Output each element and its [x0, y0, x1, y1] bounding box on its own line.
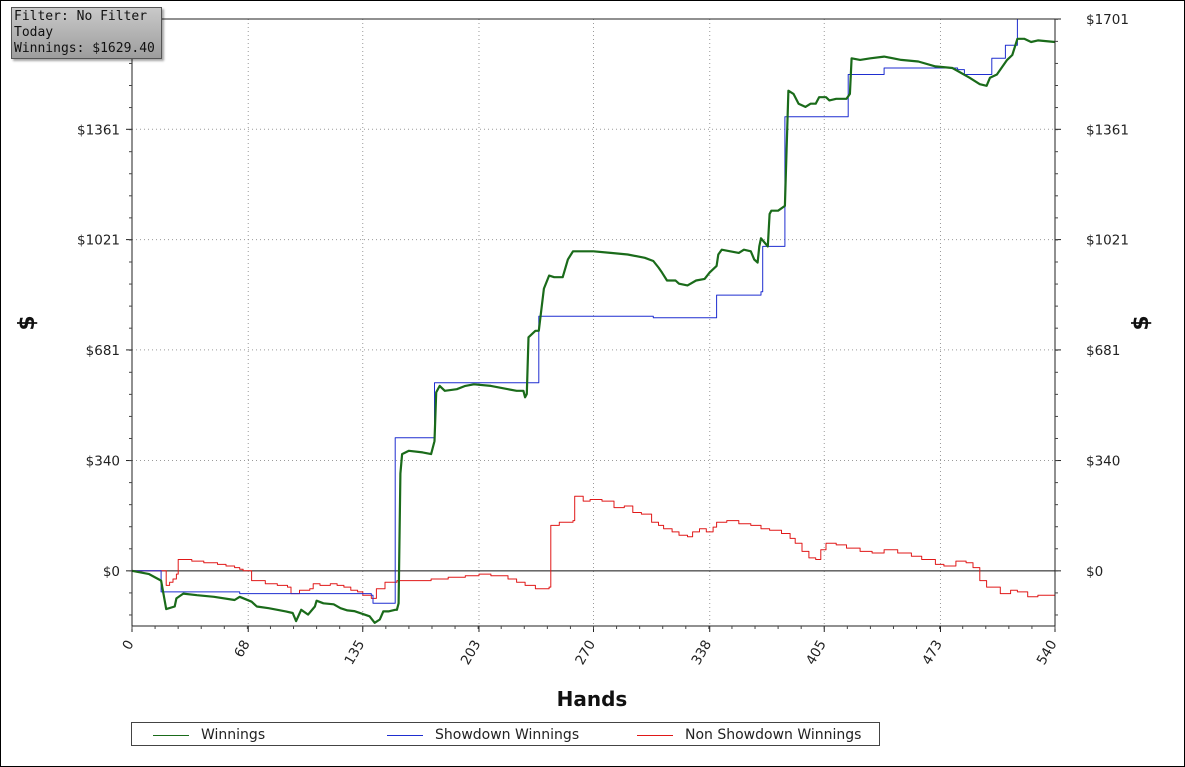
x-tick-label: 68	[231, 637, 253, 660]
y-tick-label-right: $340	[1086, 454, 1120, 470]
period-label: Today	[14, 25, 54, 40]
x-tick-label: 270	[572, 637, 599, 667]
plot-frame	[131, 18, 1056, 627]
x-tick-label: 203	[458, 637, 485, 667]
x-tick-label: 0	[119, 637, 137, 652]
legend-label-winnings: Winnings	[201, 727, 266, 743]
total-winnings-label: Winnings: $1629.40	[14, 41, 155, 56]
y-tick-label-right: $1701	[1086, 12, 1129, 28]
series-line-showdown-winnings	[132, 19, 1018, 604]
y-tick-label-left: $1361	[77, 122, 120, 138]
grid	[132, 18, 1055, 626]
x-axis-title: Hands	[557, 687, 628, 711]
filter-label: Filter: No Filter	[14, 9, 148, 24]
x-tick-label: 338	[688, 637, 715, 667]
y-tick-label-right: $0	[1086, 564, 1103, 580]
legend-item-non-showdown: Non Showdown Winnings	[637, 726, 861, 744]
legend-swatch-showdown	[387, 734, 423, 736]
y-tick-label-right: $1021	[1086, 233, 1129, 249]
plot-series	[131, 19, 1056, 624]
axes: $0 $0 $340 $340 $681 $681 $1021 $1021 $1361 $1361…	[77, 12, 1129, 668]
legend-swatch-winnings	[153, 734, 189, 736]
y-tick-label-right: $681	[1086, 343, 1120, 359]
y-axis-title-left: $	[15, 315, 40, 330]
x-tick-label: 405	[803, 637, 830, 667]
legend-item-winnings: Winnings	[153, 726, 265, 744]
legend-item-showdown: Showdown Winnings	[387, 726, 579, 744]
chart-legend: Winnings Showdown Winnings Non Showdown …	[131, 722, 880, 746]
series-line-non-showdown-winnings	[132, 495, 1056, 599]
x-tick-label: 135	[341, 637, 368, 667]
y-tick-label-left: $1021	[77, 233, 120, 249]
y-tick-label-left: $681	[86, 343, 120, 359]
y-tick-label-right: $1361	[1086, 122, 1129, 138]
legend-swatch-non-showdown	[637, 734, 673, 736]
y-tick-label-left: $340	[86, 454, 120, 470]
y-axis-title-right: $	[1129, 315, 1154, 330]
x-tick-label: 473	[919, 637, 946, 667]
legend-label-non-showdown: Non Showdown Winnings	[685, 727, 862, 743]
x-tick-label: 540	[1034, 637, 1061, 667]
legend-label-showdown: Showdown Winnings	[435, 727, 580, 743]
y-tick-label-left: $0	[103, 564, 120, 580]
series-line-winnings	[131, 37, 1056, 624]
filter-info-box: Filter: No Filter Today Winnings: $1629.…	[11, 7, 162, 59]
